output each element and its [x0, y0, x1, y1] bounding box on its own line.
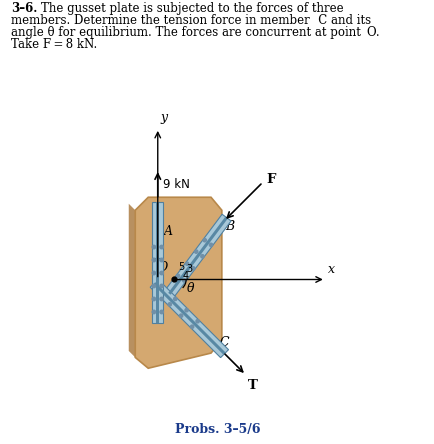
Circle shape — [203, 238, 206, 242]
Circle shape — [152, 310, 155, 314]
Text: angle θ for equilibrium. The forces are concurrent at point  O.: angle θ for equilibrium. The forces are … — [11, 26, 378, 39]
Circle shape — [201, 255, 204, 258]
Text: y: y — [161, 111, 168, 124]
Circle shape — [209, 243, 212, 246]
Circle shape — [160, 258, 163, 262]
Circle shape — [160, 271, 163, 275]
Text: O: O — [157, 262, 168, 274]
Bar — [152, 258, 163, 323]
Circle shape — [160, 297, 163, 301]
Circle shape — [179, 314, 182, 317]
Text: F: F — [266, 174, 275, 186]
Text: 5: 5 — [178, 262, 184, 272]
Circle shape — [152, 245, 155, 249]
Text: Take F = 8 kN.: Take F = 8 kN. — [11, 38, 97, 51]
Text: C: C — [219, 337, 228, 349]
Text: x: x — [327, 263, 334, 277]
Polygon shape — [128, 204, 135, 357]
Text: θ: θ — [187, 281, 194, 295]
Text: members. Determine the tension force in member   C and its: members. Determine the tension force in … — [11, 14, 370, 27]
Text: 3–6.: 3–6. — [11, 2, 37, 15]
Circle shape — [160, 284, 163, 288]
Circle shape — [182, 279, 185, 282]
Text: Probs. 3–5/6: Probs. 3–5/6 — [174, 423, 260, 436]
Circle shape — [173, 297, 177, 301]
Polygon shape — [168, 217, 227, 295]
Text: The gusset plate is subjected to the forces of three: The gusset plate is subjected to the for… — [41, 2, 343, 15]
Circle shape — [194, 250, 197, 253]
Bar — [156, 258, 159, 323]
Circle shape — [185, 262, 188, 266]
Polygon shape — [150, 279, 228, 357]
Circle shape — [152, 258, 155, 262]
Circle shape — [191, 267, 194, 270]
Text: T: T — [247, 379, 257, 392]
Circle shape — [176, 274, 179, 278]
Text: 4: 4 — [182, 271, 188, 281]
Circle shape — [196, 320, 199, 323]
Text: 9 kN: 9 kN — [163, 178, 189, 191]
Text: B: B — [225, 220, 234, 233]
Circle shape — [152, 284, 155, 288]
Polygon shape — [164, 214, 230, 297]
Text: A: A — [164, 226, 172, 238]
Circle shape — [168, 303, 171, 306]
Text: 3: 3 — [186, 264, 192, 274]
Polygon shape — [135, 197, 221, 368]
Circle shape — [152, 297, 155, 301]
Bar — [156, 202, 159, 258]
Bar — [152, 202, 163, 258]
Polygon shape — [153, 282, 225, 355]
Circle shape — [160, 310, 163, 314]
Circle shape — [160, 245, 163, 249]
Circle shape — [190, 325, 193, 329]
Circle shape — [184, 309, 188, 312]
Circle shape — [152, 271, 155, 275]
